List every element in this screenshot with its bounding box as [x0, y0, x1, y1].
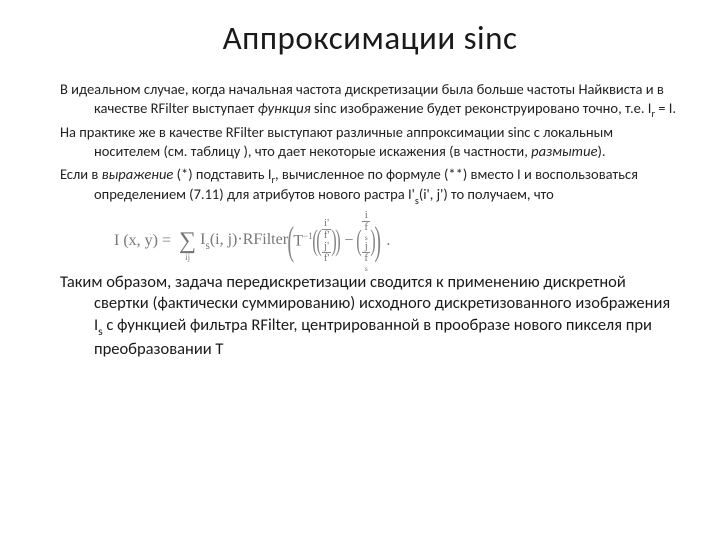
paragraph-1: В идеальном случае, когда начальная част…	[60, 80, 680, 119]
text: (i, j)·RFilter	[210, 231, 288, 248]
text: f'	[322, 253, 332, 264]
slide-title: Аппроксимации sinc	[60, 18, 680, 58]
formula: I (x, y) = ∑ ij Is(i, j)·RFilter ( T−1 (…	[114, 210, 390, 271]
subscript: s	[364, 234, 368, 242]
sigma-icon: ∑ ij	[179, 220, 196, 262]
text: T	[293, 233, 303, 250]
subscript: s	[364, 265, 368, 273]
paren-icon: (	[287, 221, 294, 261]
paren-icon: )	[336, 226, 342, 256]
subscript: r	[271, 173, 275, 186]
formula-lhs: I (x, y) =	[114, 232, 171, 250]
sum-lower: ij	[179, 253, 196, 262]
text: sinc изображение будет реконструировано …	[311, 99, 652, 117]
paren-icon: )	[374, 221, 381, 261]
subscript: s	[98, 325, 103, 339]
text: с функцией фильтра RFilter, центрированн…	[94, 315, 652, 359]
slide: Аппроксимации sinc В идеальном случае, к…	[0, 0, 720, 540]
minus: −	[344, 232, 353, 250]
text: (*) подставить I	[173, 165, 271, 183]
emphasis: выражение	[102, 165, 174, 183]
emphasis: размытие	[531, 142, 597, 160]
text: = I.	[655, 99, 676, 117]
subscript: s	[415, 194, 419, 207]
text: f	[364, 222, 368, 233]
paragraph-conclusion: Таким образом, задача передискретизации …	[60, 272, 680, 359]
text: Если в	[60, 165, 102, 183]
subscript: s	[205, 240, 209, 252]
text: (i', j') то получаем, что	[419, 185, 554, 203]
text: ).	[598, 142, 606, 160]
emphasis: функция	[258, 99, 311, 117]
formula-tail: .	[386, 232, 390, 250]
paren-icon: (	[357, 226, 363, 256]
t-inverse: T−1	[293, 231, 312, 250]
paragraph-2: На практике же в качестве RFilter выступ…	[60, 123, 680, 160]
paragraph-3: Если в выражение (*) подставить Ir, вычи…	[60, 165, 680, 207]
term: Is(i, j)·RFilter	[200, 231, 288, 251]
paren-icon: (	[316, 226, 322, 256]
formula-block: I (x, y) = ∑ ij Is(i, j)·RFilter ( T−1 (…	[114, 210, 680, 258]
text: f	[364, 253, 368, 264]
subscript: r	[651, 107, 655, 120]
